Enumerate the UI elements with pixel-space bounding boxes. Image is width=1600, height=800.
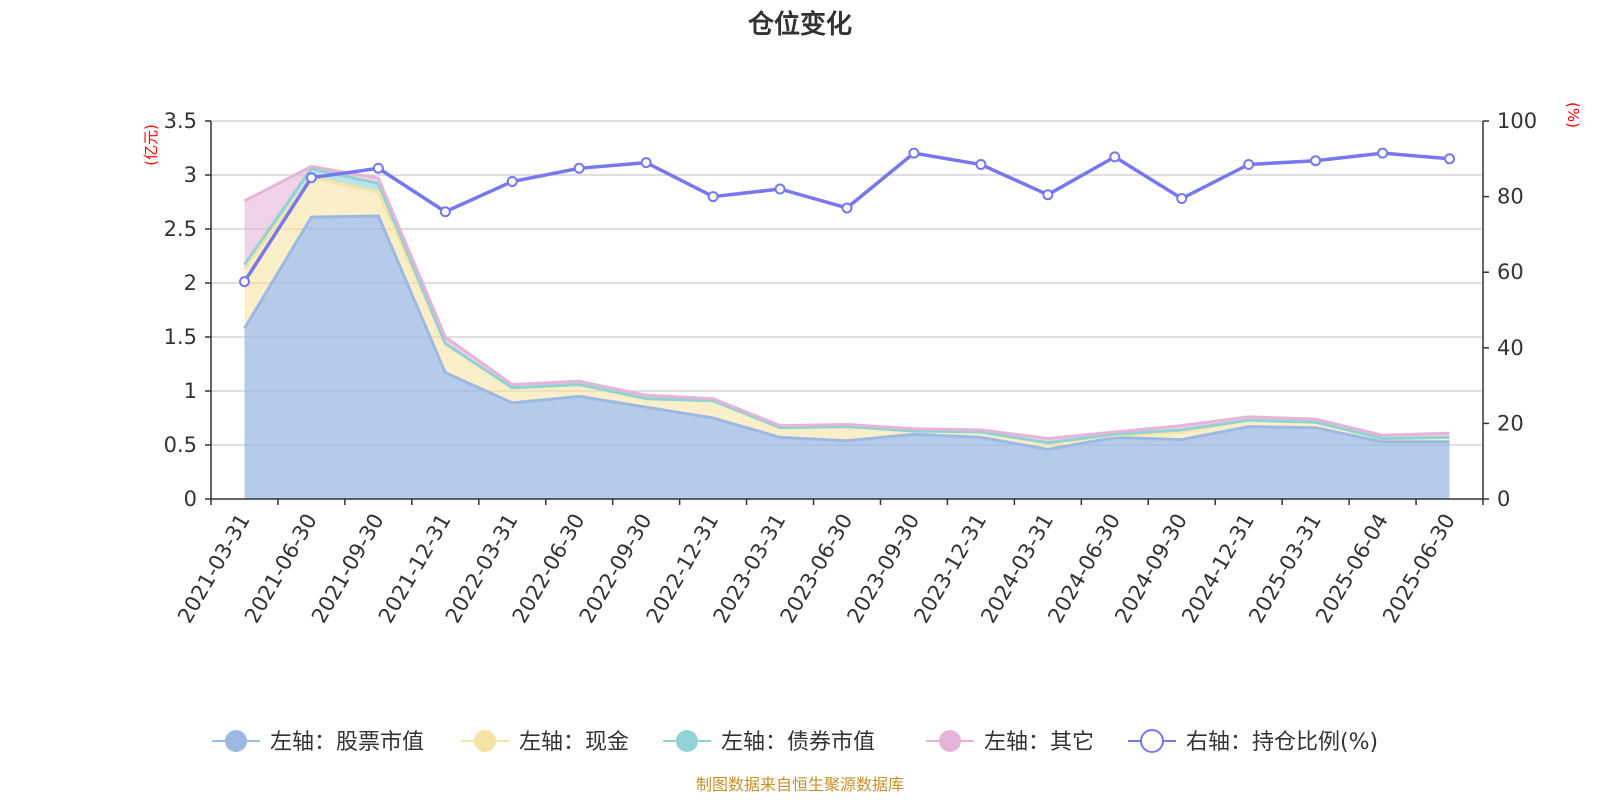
holding-ratio-point bbox=[1310, 155, 1322, 167]
left-axis-unit: (亿元) bbox=[142, 124, 160, 166]
holding-ratio-point bbox=[573, 162, 585, 174]
left-tick-label: 3 bbox=[184, 163, 197, 187]
left-tick-label: 1.5 bbox=[164, 325, 197, 349]
holding-ratio-point bbox=[975, 158, 987, 170]
x-tick-label: 2025-06-30 bbox=[1378, 510, 1460, 628]
legend-marker-icon bbox=[1140, 729, 1164, 753]
source-note: 制图数据来自恒生聚源数据库 bbox=[696, 775, 904, 794]
right-tick-label: 100 bbox=[1497, 109, 1537, 133]
area-1 bbox=[244, 216, 1450, 499]
holding-ratio-point bbox=[774, 183, 786, 195]
left-tick-label: 1 bbox=[184, 379, 197, 403]
legend-item[interactable]: 右轴：持仓比例(%) bbox=[1128, 729, 1378, 755]
holding-ratio-point bbox=[439, 206, 451, 218]
left-tick-label: 0.5 bbox=[164, 433, 197, 457]
right-tick-label: 60 bbox=[1497, 260, 1524, 284]
holding-ratio-point bbox=[1444, 153, 1456, 165]
legend-item[interactable]: 左轴：现金 bbox=[461, 730, 629, 755]
area-edge-1 bbox=[243, 214, 1450, 451]
holding-ratio-point bbox=[305, 172, 317, 184]
chart-title: 仓位变化 bbox=[747, 9, 852, 40]
holding-ratio-point bbox=[238, 276, 250, 288]
holding-ratio-point bbox=[506, 175, 518, 187]
legend-marker-icon bbox=[225, 730, 247, 752]
legend-marker-icon bbox=[676, 730, 698, 752]
legend-marker-icon bbox=[939, 730, 961, 752]
holding-ratio-point bbox=[372, 162, 384, 174]
legend-item[interactable]: 左轴：其它 bbox=[926, 730, 1094, 755]
left-tick-label: 2.5 bbox=[164, 217, 197, 241]
area-layer bbox=[244, 166, 1450, 499]
line-layer bbox=[238, 147, 1456, 451]
left-tick-label: 2 bbox=[184, 271, 197, 295]
legend[interactable]: 左轴：股票市值 左轴：现金 左轴：债券市值 左轴：其它 右轴：持仓比例(%) bbox=[212, 729, 1378, 755]
holding-ratio-point bbox=[1243, 158, 1255, 170]
right-tick-label: 80 bbox=[1497, 185, 1524, 209]
area-edge-4 bbox=[243, 164, 1450, 441]
holding-ratio-point bbox=[1109, 151, 1121, 163]
legend-label: 右轴：持仓比例(%) bbox=[1186, 730, 1378, 755]
legend-label: 左轴：债券市值 bbox=[721, 730, 875, 755]
left-tick-label: 0 bbox=[184, 487, 197, 511]
left-tick-label: 3.5 bbox=[164, 109, 197, 133]
area-edge-3 bbox=[243, 166, 1450, 445]
area-2 bbox=[244, 177, 1450, 450]
right-tick-label: 40 bbox=[1497, 336, 1524, 360]
legend-marker-icon bbox=[474, 730, 496, 752]
holding-ratio-point bbox=[1176, 192, 1188, 204]
right-tick-label: 0 bbox=[1497, 487, 1510, 511]
legend-item[interactable]: 左轴：股票市值 bbox=[212, 730, 424, 755]
legend-label: 左轴：其它 bbox=[984, 730, 1094, 755]
holding-ratio-point bbox=[640, 157, 652, 169]
holding-ratio-point bbox=[841, 202, 853, 214]
holding-ratio-point bbox=[1042, 189, 1054, 201]
holding-ratio-point bbox=[908, 147, 920, 159]
holding-ratio-point bbox=[1377, 147, 1389, 159]
right-tick-label: 20 bbox=[1497, 411, 1524, 435]
right-axis-unit: (%) bbox=[1564, 102, 1582, 128]
holding-ratio-line bbox=[243, 151, 1450, 283]
legend-label: 左轴：现金 bbox=[519, 730, 629, 755]
legend-item[interactable]: 左轴：债券市值 bbox=[663, 730, 875, 755]
holding-ratio-point bbox=[707, 191, 719, 203]
legend-label: 左轴：股票市值 bbox=[270, 730, 424, 755]
